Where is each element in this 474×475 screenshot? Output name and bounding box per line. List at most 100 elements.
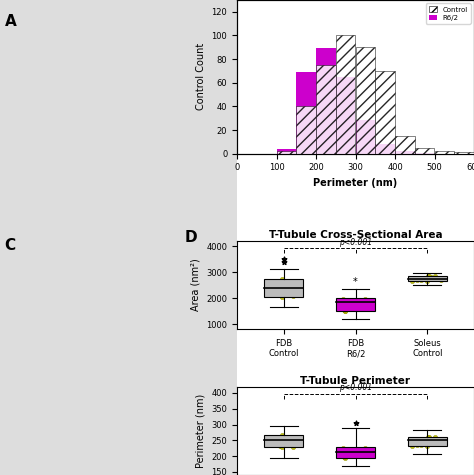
Point [417,441,425,448]
Bar [336,447,375,457]
Point [269,441,277,449]
Point [280,258,287,266]
Point [346,449,354,456]
Point [361,295,369,303]
Text: A: A [5,14,17,29]
Point [337,298,345,305]
Title: T-Tubule Cross-Sectional Area: T-Tubule Cross-Sectional Area [269,230,442,240]
Point [413,441,421,448]
Point [427,274,434,281]
Point [363,305,370,313]
Point [285,435,293,442]
Point [342,454,349,461]
Bar [316,48,336,153]
Title: T-Tubule Perimeter: T-Tubule Perimeter [301,376,410,386]
Point [424,273,432,280]
Bar [415,148,434,153]
Bar [336,36,356,153]
Bar [336,77,356,153]
Point [347,296,355,304]
Point [276,442,283,450]
Bar [277,149,296,153]
Text: C: C [5,238,16,253]
Point [346,298,354,305]
Point [286,289,294,297]
Text: p<0.001: p<0.001 [339,383,372,392]
Point [359,449,367,456]
Point [280,279,288,286]
Point [413,276,421,284]
Point [339,295,347,303]
Point [339,445,347,452]
Bar [375,144,395,153]
Bar [408,437,447,446]
Point [352,419,359,427]
Point [292,441,300,448]
Point [287,434,294,442]
Y-axis label: Control Count: Control Count [196,43,206,111]
Point [361,444,369,452]
Point [341,307,349,314]
Bar [415,152,434,153]
Point [409,277,416,285]
Point [292,289,300,296]
Point [340,302,348,309]
Text: D: D [185,230,198,245]
Point [289,443,297,451]
Legend: Control, R6/2: Control, R6/2 [426,3,471,24]
Point [437,276,445,284]
Bar [264,278,303,297]
Point [359,301,367,308]
Point [289,293,297,300]
Point [281,434,289,441]
Point [423,442,431,449]
Text: *: * [353,277,358,287]
Point [346,446,354,454]
Bar [395,151,415,153]
Point [285,280,293,288]
Point [417,276,425,284]
Bar [264,435,303,447]
Point [409,442,416,450]
Point [278,443,285,451]
Point [281,279,289,287]
Point [286,441,294,448]
Bar [296,72,316,153]
Point [287,279,294,287]
Point [273,284,281,292]
Text: p<0.001: p<0.001 [339,238,372,247]
Point [283,281,291,289]
Point [427,435,434,443]
Bar [455,152,474,153]
Bar [336,298,375,311]
Bar [375,71,395,153]
Point [425,434,433,441]
Point [280,434,288,441]
Point [437,440,445,447]
Point [424,434,432,441]
Point [283,436,291,443]
Point [337,446,345,454]
Bar [296,106,316,153]
Point [434,275,442,282]
Point [434,437,442,445]
Point [340,306,347,314]
Point [269,290,277,297]
Bar [277,151,296,153]
Point [276,291,283,299]
Bar [408,276,447,281]
Point [273,437,281,445]
Point [347,445,355,453]
Point [356,449,363,456]
Point [346,301,354,309]
Y-axis label: Perimeter (nm): Perimeter (nm) [196,394,206,468]
Point [425,273,433,280]
Bar [356,48,375,153]
Point [340,449,348,457]
Point [342,307,349,314]
Y-axis label: Area (nm²): Area (nm²) [191,259,201,312]
Bar [435,151,454,153]
Point [356,301,363,309]
Point [280,255,287,263]
Point [431,433,439,441]
